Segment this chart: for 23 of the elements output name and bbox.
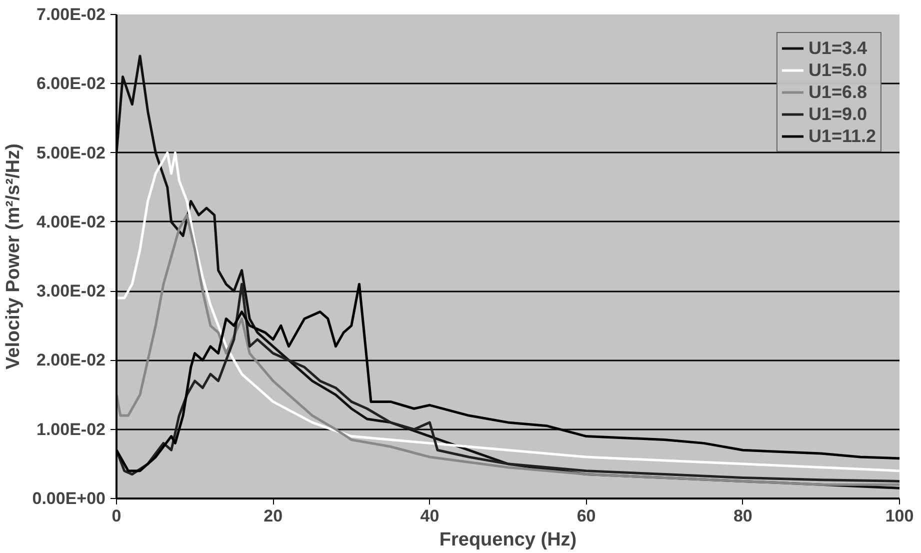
line-series [116, 214, 900, 486]
legend-label: U1=6.8 [808, 81, 867, 103]
line-series [116, 152, 900, 472]
legend-label: U1=3.4 [808, 37, 867, 59]
y-tick-label: 3.00E-02 [36, 282, 106, 301]
y-tick-label: 4.00E-02 [36, 212, 106, 232]
y-axis-title: Velocity Power (m²/s²/Hz) [3, 144, 24, 370]
y-tick-label: 0.00E+00 [32, 489, 106, 508]
y-tick-label: 1.00E-02 [36, 420, 106, 439]
y-tick-label: 5.00E-02 [36, 143, 106, 162]
y-tick-label: 6.00E-02 [36, 74, 106, 94]
legend-label: U1=9.0 [808, 103, 867, 125]
legend-label: U1=5.0 [808, 59, 867, 81]
x-tick-label: 0 [112, 506, 122, 526]
y-tick-label: 7.00E-02 [36, 5, 106, 24]
x-tick-label: 40 [420, 506, 440, 526]
x-tick-label: 80 [733, 506, 752, 526]
x-tick-label: 100 [885, 506, 914, 526]
x-tick-label: 60 [576, 506, 596, 526]
y-tick-label: 2.00E-02 [36, 350, 106, 370]
legend-label: U1=11.2 [808, 125, 876, 147]
x-axis-title: Frequency (Hz) [439, 530, 577, 550]
x-tick-label: 20 [264, 506, 283, 526]
